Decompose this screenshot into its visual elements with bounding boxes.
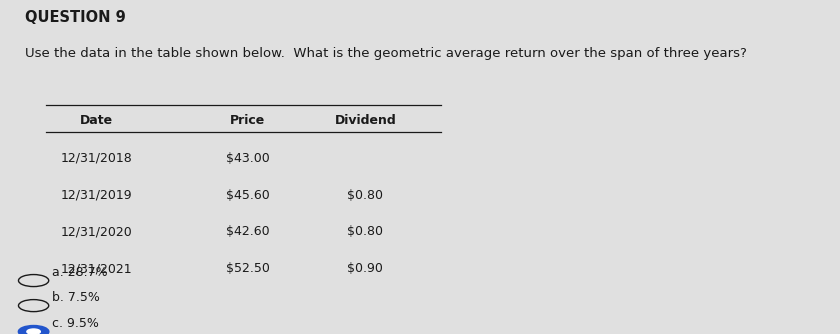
Circle shape [18, 275, 49, 287]
Text: $43.00: $43.00 [226, 152, 270, 165]
Circle shape [18, 326, 49, 334]
Text: Price: Price [230, 114, 265, 127]
Text: c. 9.5%: c. 9.5% [52, 317, 99, 330]
Text: Date: Date [80, 114, 113, 127]
Text: 12/31/2019: 12/31/2019 [60, 189, 133, 202]
Text: 12/31/2018: 12/31/2018 [60, 152, 133, 165]
Text: b. 7.5%: b. 7.5% [52, 291, 100, 304]
Text: 12/31/2020: 12/31/2020 [60, 225, 133, 238]
Text: Dividend: Dividend [334, 114, 396, 127]
Text: Use the data in the table shown below.  What is the geometric average return ove: Use the data in the table shown below. W… [25, 47, 747, 60]
Circle shape [18, 300, 49, 312]
Text: $52.50: $52.50 [226, 262, 270, 275]
Text: $45.60: $45.60 [226, 189, 270, 202]
Text: QUESTION 9: QUESTION 9 [25, 10, 126, 25]
Text: $42.60: $42.60 [226, 225, 270, 238]
Text: $0.80: $0.80 [348, 225, 383, 238]
Text: a. 28.7%: a. 28.7% [52, 266, 108, 279]
Text: $0.80: $0.80 [348, 189, 383, 202]
Text: $0.90: $0.90 [348, 262, 383, 275]
Text: 12/31/2021: 12/31/2021 [60, 262, 133, 275]
Circle shape [27, 329, 40, 334]
